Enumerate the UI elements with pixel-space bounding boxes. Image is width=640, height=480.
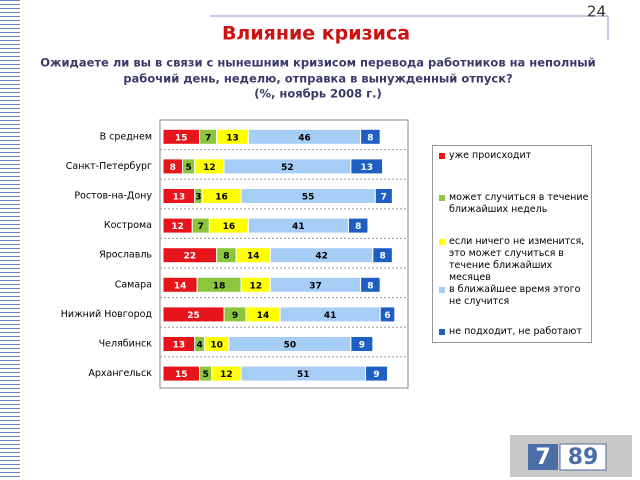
value-label: 42: [315, 252, 328, 262]
category-label: Архангельск: [88, 368, 152, 379]
page-number: 24: [587, 3, 606, 21]
value-label: 13: [360, 163, 373, 173]
value-label: 16: [223, 222, 236, 232]
legend-label: в ближайшее время этого не случится: [449, 284, 581, 307]
legend-label: не подходит, не работают: [449, 326, 582, 337]
legend-entry: может случиться в течение ближайших неде…: [437, 192, 595, 216]
legend-swatch: [439, 153, 445, 159]
legend-entry: если ничего не изменится, это может случ…: [437, 236, 595, 284]
value-label: 8: [223, 252, 229, 262]
value-label: 8: [355, 222, 361, 232]
category-label: В среднем: [100, 131, 152, 142]
legend-entry: уже происходит: [437, 150, 595, 162]
category-label: Челябинск: [99, 339, 153, 350]
value-label: 5: [203, 370, 209, 380]
logo-left-box: [528, 444, 558, 470]
decor-stripes: [0, 0, 20, 480]
value-label: 15: [175, 370, 188, 380]
legend-swatch: [439, 239, 445, 245]
value-label: 18: [213, 281, 226, 291]
bar-segment: [360, 276, 381, 293]
value-label: 7: [198, 222, 204, 232]
value-label: 4: [196, 341, 202, 351]
value-label: 9: [359, 341, 365, 351]
value-label: 7: [381, 193, 387, 203]
value-label: 14: [247, 252, 260, 262]
value-label: 6: [384, 311, 390, 321]
legend-entry: не подходит, не работают: [437, 326, 595, 338]
value-label: 13: [226, 133, 239, 143]
value-label: 16: [215, 193, 228, 203]
bar-segment: [372, 247, 393, 264]
value-label: 9: [373, 370, 379, 380]
subtitle: рабочий день, неделю, отправка в вынужде…: [123, 72, 512, 86]
value-label: 7: [205, 133, 211, 143]
value-label: 13: [173, 341, 186, 351]
subtitle: Ожидаете ли вы в связи с нынешним кризис…: [40, 56, 595, 70]
logo-right-box: [559, 443, 607, 471]
note: (%, ноябрь 2008 г.): [254, 87, 382, 101]
value-label: 55: [302, 193, 315, 203]
legend-swatch: [439, 287, 445, 293]
logo-text: 89: [568, 445, 599, 470]
value-label: 5: [185, 163, 191, 173]
legend-swatch: [439, 329, 445, 335]
value-label: 46: [298, 133, 311, 143]
legend-label: может случиться в течение ближайших неде…: [449, 192, 589, 215]
legend-swatch: [439, 195, 445, 201]
value-label: 51: [297, 370, 310, 380]
value-label: 37: [309, 281, 322, 291]
value-label: 9: [232, 311, 238, 321]
category-label: Ростов-на-Дону: [74, 191, 152, 202]
logo-text: 7: [535, 445, 550, 470]
category-label: Нижний Новгород: [61, 309, 153, 320]
category-label: Кострома: [104, 220, 152, 231]
bar-segment: [365, 365, 388, 382]
value-label: 13: [173, 193, 186, 203]
category-label: Ярославль: [99, 250, 152, 261]
value-label: 52: [281, 163, 294, 173]
value-label: 12: [220, 370, 233, 380]
category-label: Санкт-Петербург: [66, 161, 152, 172]
value-label: 14: [174, 281, 187, 291]
legend: уже происходит может случиться в течение …: [432, 145, 592, 343]
legend-label: если ничего не изменится, это может случ…: [449, 236, 585, 283]
value-label: 8: [367, 133, 373, 143]
value-label: 41: [292, 222, 305, 232]
value-label: 25: [187, 311, 200, 321]
value-label: 14: [257, 311, 270, 321]
bar-segment: [347, 217, 369, 234]
bar-segment: [379, 306, 396, 323]
category-label: Самара: [115, 279, 152, 290]
value-label: 22: [184, 252, 197, 262]
value-label: 41: [324, 311, 337, 321]
value-label: 12: [171, 222, 184, 232]
value-label: 8: [170, 163, 176, 173]
value-label: 12: [249, 281, 262, 291]
value-label: 10: [210, 341, 223, 351]
legend-label: уже происходит: [449, 150, 532, 161]
value-label: 12: [203, 163, 216, 173]
value-label: 8: [367, 281, 373, 291]
bar-segment: [374, 188, 393, 204]
value-label: 8: [379, 252, 385, 262]
value-label: 50: [284, 341, 297, 351]
bar-segment: [360, 128, 381, 145]
bar-segment: [350, 158, 384, 175]
value-label: 3: [195, 193, 201, 203]
value-label: 15: [175, 133, 188, 143]
chart-title: Влияние кризиса: [222, 23, 410, 45]
bar-segment: [350, 336, 374, 352]
legend-entry: в ближайшее время этого не случится: [437, 284, 595, 308]
